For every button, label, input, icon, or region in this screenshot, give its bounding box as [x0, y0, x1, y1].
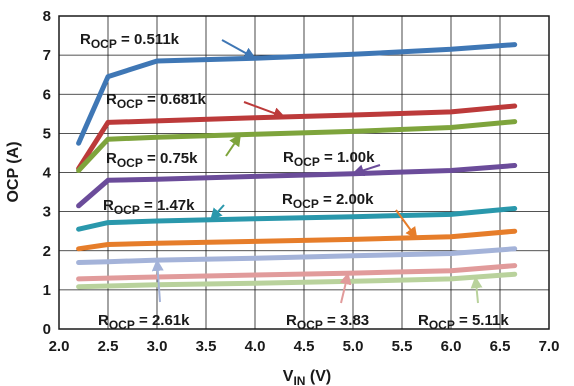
annotation-label-3: ROCP = 1.00k: [283, 149, 375, 169]
x-axis-title: VIN (V): [283, 368, 331, 386]
series-line-2: [76, 119, 518, 173]
annotation-arrow-3: [351, 164, 381, 177]
y-tick-label-1: 1: [43, 282, 51, 299]
annotation-value-7: = 3.83: [323, 312, 369, 329]
x-tick-labels: 2.0 2.5 3.0 3.5 4.0 4.5 5.0 5.5 6.0 6.5 7.0: [49, 338, 560, 355]
annotation-main-3: R: [283, 149, 294, 166]
annotation-value-2: = 0.75k: [143, 150, 198, 167]
annotation-main-0: R: [80, 31, 91, 48]
x-tick-label-4: 4.0: [245, 338, 266, 355]
annotation-value-4: = 1.47k: [140, 197, 195, 214]
x-tick-label-2: 3.0: [147, 338, 168, 355]
x-tick-label-9: 6.5: [490, 338, 511, 355]
annotation-value-3: = 1.00k: [320, 149, 375, 166]
annotation-sub-0: OCP: [91, 37, 117, 51]
annotation-label-1: ROCP = 0.681k: [106, 91, 206, 111]
annotation-main-1: R: [106, 91, 117, 108]
annotation-main-7: R: [286, 312, 297, 329]
series-line-7: [76, 263, 518, 282]
y-axis-title: OCP (A): [5, 141, 22, 202]
annotation-arrow-5: [395, 209, 418, 240]
annotation-value-5: = 2.00k: [319, 191, 374, 208]
x-tick-label-1: 2.5: [98, 338, 119, 355]
annotation-sub-7: OCP: [297, 318, 323, 332]
x-tick-label-10: 7.0: [539, 338, 560, 355]
x-axis-title-unit: (V): [305, 368, 331, 385]
annotation-value-1: = 0.681k: [143, 91, 207, 108]
y-tick-label-5: 5: [43, 125, 51, 142]
x-tick-label-0: 2.0: [49, 338, 70, 355]
annotation-sub-2: OCP: [117, 156, 143, 170]
annotation-label-5: ROCP = 2.00k: [282, 191, 374, 211]
annotation-arrow-1: [243, 101, 286, 119]
annotation-main-8: R: [418, 312, 429, 329]
series-line-5: [76, 228, 518, 252]
annotation-label-2: ROCP = 0.75k: [106, 150, 198, 170]
annotation-arrow-4: [210, 204, 225, 221]
annotation-value-6: = 2.61k: [135, 312, 190, 329]
y-tick-label-8: 8: [43, 8, 51, 25]
annotation-arrow-2: [225, 133, 242, 157]
annotation-label-7: ROCP = 3.83: [286, 312, 369, 332]
series-line-6: [76, 246, 518, 265]
x-tick-label-8: 6.0: [441, 338, 462, 355]
annotation-value-8: = 5.11k: [455, 312, 509, 329]
annotation-label-4: ROCP = 1.47k: [103, 197, 195, 217]
annotation-label-6: ROCP = 2.61k: [98, 312, 190, 332]
series-line-1: [76, 103, 518, 172]
series-line-8: [76, 271, 518, 290]
y-tick-label-2: 2: [43, 243, 51, 260]
y-tick-label-7: 7: [43, 47, 51, 64]
annotation-value-0: = 0.511k: [117, 31, 180, 48]
y-tick-label-6: 6: [43, 86, 51, 103]
y-tick-label-4: 4: [43, 165, 52, 182]
annotation-arrows: [151, 39, 483, 304]
annotation-arrow-6: [151, 258, 164, 303]
series-line-4: [76, 206, 518, 232]
annotation-main-2: R: [106, 150, 117, 167]
x-tick-label-7: 5.5: [392, 338, 413, 355]
plot-frame: [58, 15, 550, 330]
x-axis-title-main: V: [283, 368, 294, 385]
annotation-main-5: R: [282, 191, 293, 208]
x-tick-label-5: 4.5: [294, 338, 315, 355]
annotation-label-8: ROCP = 5.11k: [418, 312, 509, 332]
annotation-sub-8: OCP: [429, 318, 455, 332]
annotation-main-6: R: [98, 312, 109, 329]
x-tick-label-3: 3.5: [196, 338, 217, 355]
series-line-3: [76, 163, 518, 209]
y-tick-labels: 0 1 2 3 4 5 6 7 8: [43, 8, 52, 338]
y-tick-label-3: 3: [43, 204, 51, 221]
annotation-arrow-7: [339, 272, 352, 304]
annotation-main-4: R: [103, 197, 114, 214]
x-tick-label-6: 5.0: [343, 338, 364, 355]
x-axis-title-sub: IN: [293, 374, 305, 386]
y-tick-label-0: 0: [43, 321, 51, 338]
annotation-sub-3: OCP: [294, 155, 320, 169]
annotation-arrow-0: [221, 39, 257, 60]
annotation-sub-4: OCP: [114, 203, 140, 217]
annotation-sub-5: OCP: [293, 197, 319, 211]
annotation-arrow-8: [470, 276, 483, 304]
annotation-label-0: ROCP = 0.511k: [80, 31, 180, 51]
annotation-sub-1: OCP: [117, 97, 143, 111]
annotation-sub-6: OCP: [109, 318, 135, 332]
series-layer: [76, 42, 518, 290]
